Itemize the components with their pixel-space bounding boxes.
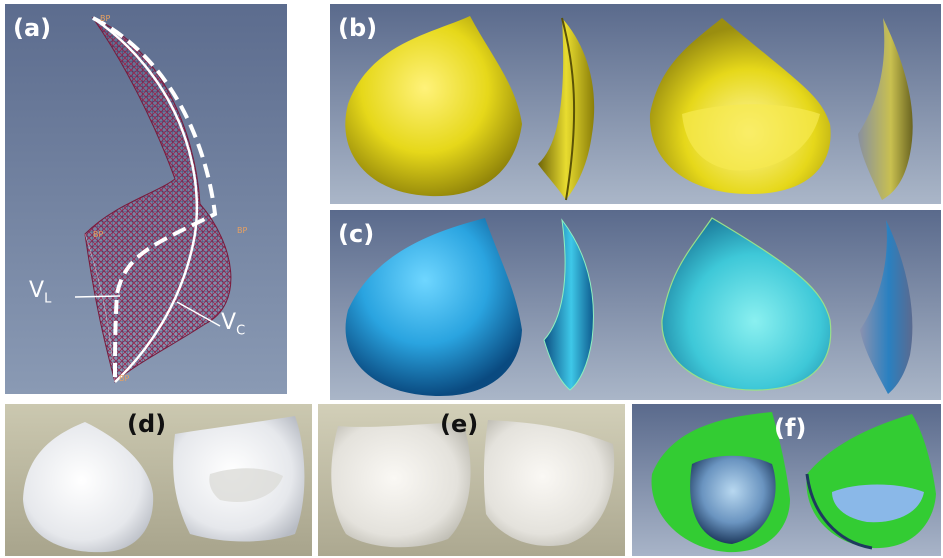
panel-d-label: (d) [127, 410, 167, 438]
panel-c-blue-surfaces: (c) [330, 210, 941, 400]
panel-b-yellow-surfaces: (b) [330, 4, 941, 204]
panel-f-label: (f) [774, 414, 807, 442]
yellow-cup-side [538, 18, 595, 200]
panel-a-label: (a) [13, 14, 52, 42]
foam-cup-e-right [483, 420, 615, 546]
foam-cups-d-graphic [23, 416, 305, 553]
panel-a-wireframe: (a) VL VC BP BP BP BP [5, 4, 287, 394]
blue-cup-side [543, 218, 594, 391]
vl-annotation: VL [29, 278, 52, 307]
bp-marker-mid: BP [93, 230, 104, 239]
yellow-cup-front [345, 16, 522, 197]
bp-marker-right: BP [237, 226, 248, 235]
foam-cup-d-left [23, 422, 154, 553]
blue-cup-front [345, 218, 522, 396]
yellow-surfaces-graphic [345, 16, 913, 201]
foam-cups-e-graphic [331, 420, 615, 548]
panel-c-label: (c) [338, 220, 375, 248]
panel-e-foam-cups: (e) [318, 404, 625, 556]
foam-cup-e-left [331, 422, 471, 548]
vc-annotation: VC [221, 310, 246, 339]
vl-dashed-curve [92, 16, 218, 383]
blue-cup-edge [860, 220, 913, 394]
panel-f-overlay-surfaces: (f) [632, 404, 941, 556]
vc-pointer-line [176, 301, 221, 327]
yellow-cup-edge [858, 18, 913, 200]
bp-marker-top: BP [100, 14, 111, 23]
blue-overlay-right [832, 484, 924, 523]
green-cup-right [806, 414, 936, 549]
vl-pointer-line [74, 295, 121, 298]
bp-marker-bottom: BP [119, 374, 130, 383]
panel-b-label: (b) [338, 14, 378, 42]
vc-solid-curve [92, 16, 199, 383]
blue-overlay-left [690, 455, 776, 544]
wireframe-mesh-graphic [74, 16, 232, 383]
panel-e-label: (e) [440, 410, 479, 438]
overlay-surfaces-graphic [651, 412, 936, 553]
panel-d-foam-cups: (d) [5, 404, 312, 556]
blue-surfaces-graphic [345, 217, 913, 396]
blue-cup-inner [661, 217, 832, 391]
